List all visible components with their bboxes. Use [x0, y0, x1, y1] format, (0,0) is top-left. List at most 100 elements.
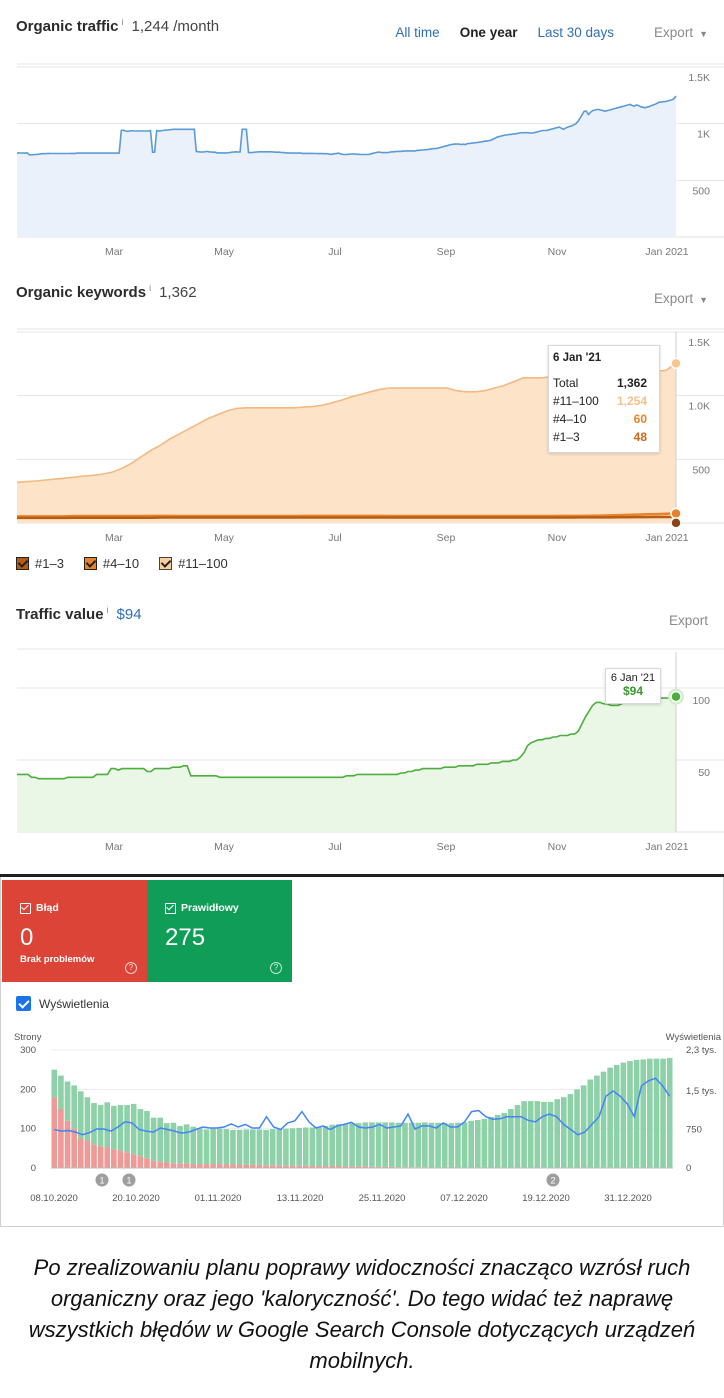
valid-bar: [587, 1079, 594, 1168]
valid-bar: [428, 1122, 435, 1168]
valid-bar: [607, 1067, 613, 1168]
export-button[interactable]: Export: [649, 613, 708, 628]
valid-bar: [534, 1101, 541, 1168]
section-divider: [0, 874, 724, 877]
export-label: Export: [654, 24, 694, 40]
legend-item-11-100[interactable]: #11–100: [159, 556, 228, 571]
error-count: 0: [20, 924, 34, 951]
error-bar: [163, 1162, 170, 1168]
help-icon[interactable]: ?: [270, 962, 282, 974]
annotation-label: 2: [550, 1176, 555, 1186]
valid-bar: [223, 1129, 230, 1165]
error-subtitle: Brak problemów: [20, 954, 95, 965]
tooltip-label: Total: [553, 376, 579, 390]
valid-bar: [322, 1125, 329, 1167]
valid-bar: [216, 1128, 223, 1165]
y-tick-label: 500: [692, 464, 710, 476]
error-bar: [336, 1166, 342, 1168]
right-tick-label: 750: [686, 1125, 702, 1136]
help-icon[interactable]: ?: [125, 962, 137, 974]
valid-bar: [508, 1109, 514, 1168]
info-icon[interactable]: i: [121, 17, 124, 27]
legend-item-4-10[interactable]: #4–10: [83, 556, 139, 571]
info-icon[interactable]: i: [149, 283, 152, 293]
tooltip-value: 1,362: [616, 376, 647, 390]
valid-bar: [77, 1091, 84, 1139]
tooltip-date: 6 Jan '21: [610, 672, 656, 684]
valid-card[interactable]: Prawidłowy 275 ?: [147, 880, 292, 982]
range-one-year[interactable]: One year: [459, 24, 518, 40]
x-tick-label: 19.12.2020: [522, 1193, 570, 1204]
x-tick-label: Jul: [328, 841, 341, 853]
x-tick-label: 08.10.2020: [30, 1193, 78, 1204]
error-bar: [342, 1166, 349, 1168]
valid-bar: [349, 1123, 355, 1167]
error-card[interactable]: Błąd 0 Brak problemów ?: [2, 880, 147, 982]
export-button[interactable]: Export ▼: [634, 291, 708, 306]
error-bar: [210, 1164, 216, 1168]
error-bar: [283, 1165, 289, 1168]
valid-bar: [455, 1122, 461, 1168]
valid-bar: [97, 1105, 104, 1147]
error-bar: [349, 1166, 355, 1168]
legend-item-1-3[interactable]: #1–3: [16, 556, 64, 571]
x-tick-label: Nov: [548, 246, 567, 258]
error-bar: [104, 1147, 111, 1168]
impressions-toggle[interactable]: Wyświetlenia: [16, 996, 109, 1011]
error-bar: [276, 1165, 283, 1168]
valid-bar: [190, 1126, 197, 1165]
error-bar: [263, 1165, 269, 1168]
error-bar: [375, 1166, 382, 1168]
error-bar: [144, 1158, 150, 1168]
error-bar: [388, 1166, 395, 1168]
error-bar: [177, 1163, 183, 1168]
checkbox-icon[interactable]: [20, 902, 31, 914]
valid-bar: [620, 1062, 627, 1168]
valid-bar: [316, 1126, 322, 1167]
checkbox-icon[interactable]: [16, 996, 31, 1011]
valid-bar: [613, 1064, 620, 1168]
x-tick-label: May: [214, 841, 235, 853]
checkbox-icon[interactable]: [159, 557, 173, 570]
checkbox-icon[interactable]: [16, 557, 29, 570]
valid-bar: [580, 1085, 587, 1168]
tooltip-label: #11–100: [553, 394, 599, 408]
export-button[interactable]: Export ▼: [634, 25, 708, 40]
error-bar: [243, 1164, 250, 1168]
checkbox-icon[interactable]: [165, 902, 176, 914]
valid-bar: [521, 1101, 527, 1168]
series-4-10-line: [17, 512, 677, 518]
right-axis-title: Wyświetlenia: [666, 1032, 722, 1043]
valid-bar: [243, 1129, 250, 1165]
error-bar: [77, 1138, 84, 1168]
organic-keywords-value: 1,362: [159, 284, 197, 301]
valid-bar: [111, 1105, 117, 1150]
left-tick-label: 300: [20, 1045, 36, 1056]
valid-bar: [64, 1081, 71, 1121]
valid-bar: [402, 1122, 408, 1168]
valid-bar: [130, 1103, 137, 1155]
valid-bar: [150, 1117, 157, 1161]
range-last-30-days[interactable]: Last 30 days: [537, 24, 615, 40]
y-tick-label: 500: [692, 185, 710, 197]
annotation-label: 1: [99, 1176, 104, 1186]
tooltip-row-4-10: #4–10 60: [553, 410, 655, 428]
valid-bar: [197, 1128, 203, 1165]
x-tick-label: Sep: [437, 246, 456, 258]
error-bar: [269, 1165, 276, 1168]
x-tick-label: Jul: [328, 246, 341, 258]
checkbox-icon[interactable]: [83, 557, 97, 570]
info-icon[interactable]: i: [106, 605, 109, 615]
valid-bar: [269, 1129, 276, 1166]
valid-bar: [547, 1101, 554, 1168]
valid-bar: [461, 1122, 468, 1168]
impressions-line: [54, 1077, 671, 1136]
point-11-100: [670, 357, 682, 370]
valid-bar: [183, 1124, 190, 1164]
error-bar: [316, 1166, 322, 1168]
range-all-time[interactable]: All time: [395, 24, 440, 40]
valid-bar: [91, 1103, 97, 1145]
valid-bar: [481, 1118, 488, 1168]
valid-bar: [362, 1122, 369, 1167]
error-bar: [322, 1166, 329, 1168]
